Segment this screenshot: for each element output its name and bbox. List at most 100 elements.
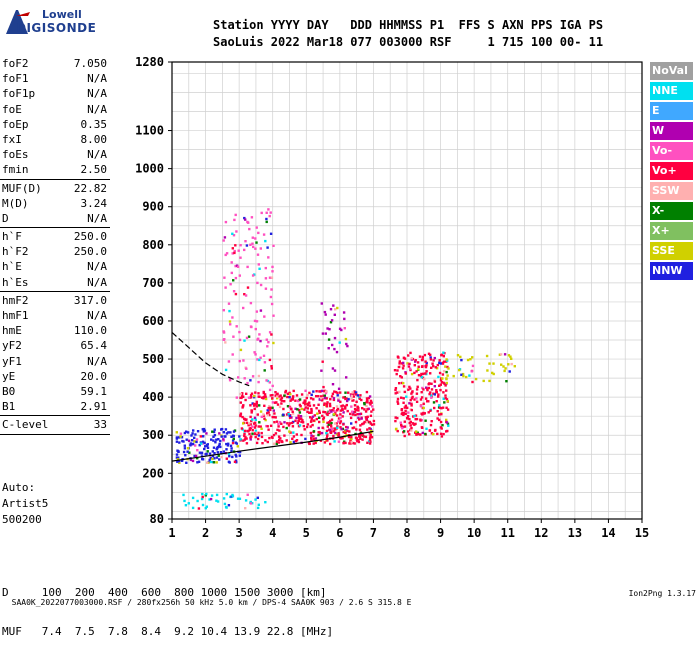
echo-point [222,450,225,453]
echo-point [230,495,233,498]
echo-point [234,244,237,247]
echo-point [285,426,288,430]
echo-point [268,436,271,440]
echo-point [186,450,189,453]
echo-point [303,408,306,411]
echo-point [294,439,298,443]
echo-point [219,439,222,443]
echo-point [187,439,191,442]
echo-point [257,431,260,435]
echo-point [232,434,235,438]
echo-point [410,372,414,376]
echo-point [362,422,365,425]
echo-point [232,430,236,433]
echo-point [175,456,179,459]
echo-point [318,432,322,435]
echo-point [436,417,439,420]
echo-point [358,418,361,421]
echo-point [360,417,363,420]
echo-point [403,406,406,409]
param-value: 2.50 [80,163,108,177]
echo-point [310,436,313,440]
echo-point [199,435,202,438]
echo-point [318,420,321,424]
echo-point [271,270,274,273]
echo-point [507,354,511,357]
echo-point [230,447,233,450]
echo-point [294,419,297,422]
echo-point [212,435,215,438]
echo-point [325,397,328,400]
echo-point [182,493,185,497]
echo-point [209,456,213,460]
echo-point [276,397,279,400]
echo-point [429,356,432,359]
echo-point [197,460,201,463]
echo-point [326,421,329,425]
echo-point [310,407,313,411]
x-tick-label: 13 [568,526,582,540]
echo-point [370,436,374,439]
echo-point [413,414,416,418]
echo-point [265,217,268,221]
echo-point [252,422,256,425]
echo-point [212,439,215,442]
echo-point [215,448,218,451]
echo-point [245,421,249,424]
echo-point [327,423,330,426]
param-row: hmF2 317.0 [0,293,110,308]
echo-point [178,461,181,464]
echo-point [330,421,333,425]
echo-point [332,397,336,400]
echo-point [440,381,444,384]
echo-point [367,440,371,443]
echo-point [250,392,254,395]
echo-point [233,218,236,222]
echo-point [429,423,433,427]
echo-point [270,288,273,291]
echo-point [326,433,329,436]
echo-point [259,309,263,312]
echo-point [261,442,264,445]
echo-point [322,420,325,423]
echo-point [345,425,348,429]
param-row: h`F 250.0 [0,229,110,244]
echo-point [406,362,409,365]
echo-point [425,427,428,430]
echo-point [242,404,245,407]
echo-point [196,499,199,503]
echo-point [438,418,441,422]
echo-point [258,358,261,362]
x-tick-label: 5 [303,526,310,540]
echo-point [328,328,331,331]
echo-point [327,347,330,350]
echo-point [336,394,339,397]
echo-point [350,441,353,444]
echo-point [402,397,405,400]
echo-point [437,395,440,398]
echo-point [272,442,276,445]
echo-point [325,437,328,440]
echo-point [284,389,288,393]
echo-point [429,358,433,361]
echo-point [257,437,260,441]
echo-point [228,309,231,313]
echo-point [294,399,297,402]
param-value: 7.050 [73,57,107,70]
echo-point [320,389,324,393]
echo-point [353,407,357,411]
echo-point [234,213,237,217]
echo-point [191,439,194,442]
echo-point [348,430,351,433]
echo-point [486,369,489,372]
echo-point [365,404,368,408]
echo-point [217,454,220,457]
echo-point [336,306,339,310]
echo-point [266,412,269,415]
param-row: foEp 0.35 [0,117,110,132]
echo-point [256,413,259,416]
echo-point [422,402,425,405]
echo-point [471,364,475,368]
echo-point [277,422,280,426]
echo-point [266,414,270,417]
